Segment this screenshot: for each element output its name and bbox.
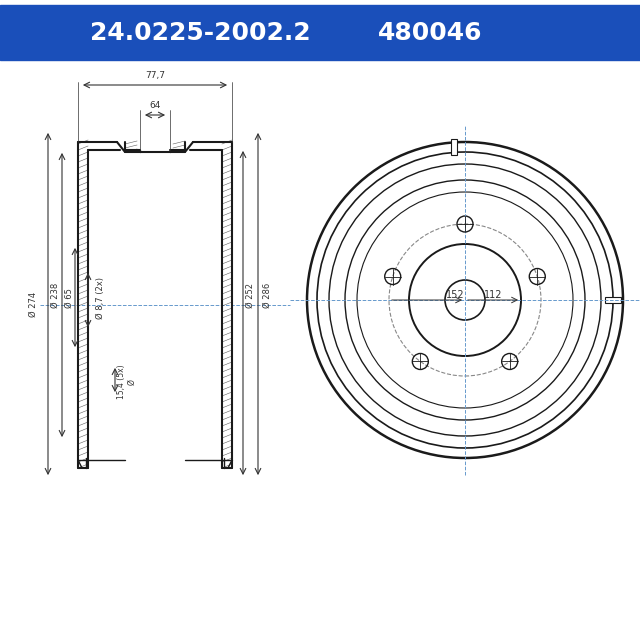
Text: Ø 238: Ø 238 — [51, 282, 60, 308]
Text: 15,4 (5x)
Ø: 15,4 (5x) Ø — [117, 365, 137, 399]
Text: Ø 8,7 (2x): Ø 8,7 (2x) — [95, 277, 104, 319]
Text: Ø 274: Ø 274 — [29, 291, 38, 317]
Text: 480046: 480046 — [378, 21, 483, 45]
Bar — [605, 297, 621, 303]
Bar — [0, 5, 640, 60]
Text: 77,7: 77,7 — [145, 70, 165, 79]
Bar — [451, 139, 457, 155]
Text: Ø 286: Ø 286 — [262, 282, 271, 308]
Text: 152: 152 — [445, 290, 464, 300]
Text: 112: 112 — [484, 290, 502, 300]
Text: 64: 64 — [149, 100, 161, 109]
Text: 24.0225-2002.2: 24.0225-2002.2 — [90, 21, 310, 45]
Text: Ø 252: Ø 252 — [246, 282, 255, 307]
Text: Ø 65: Ø 65 — [65, 288, 74, 308]
